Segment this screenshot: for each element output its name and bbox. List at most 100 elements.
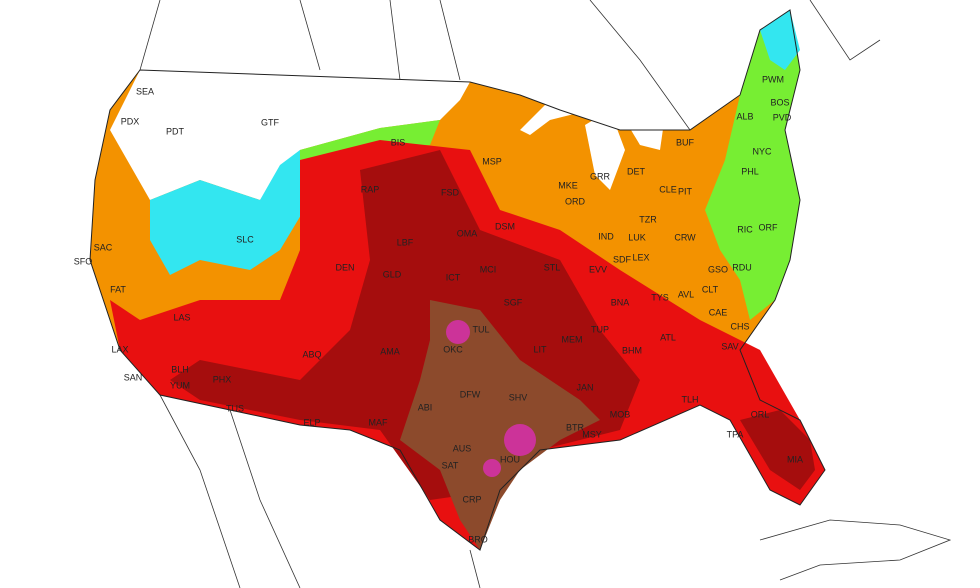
- station-label: LBF: [397, 237, 414, 247]
- station-label: CRW: [674, 232, 696, 242]
- station-label: CRP: [462, 494, 481, 504]
- station-label: PWM: [762, 74, 784, 84]
- station-label: PDT: [166, 126, 185, 136]
- station-label: ORL: [751, 409, 770, 419]
- station-label: SEA: [136, 86, 154, 96]
- station-label: ABI: [418, 402, 433, 412]
- station-label: LEX: [632, 252, 649, 262]
- station-label: LUK: [628, 232, 646, 242]
- station-label: PHL: [741, 166, 759, 176]
- station-label: MAF: [369, 417, 389, 427]
- station-label: TPA: [727, 429, 744, 439]
- station-label: MOB: [610, 409, 631, 419]
- station-label: GSO: [708, 264, 728, 274]
- region-brown: [400, 300, 600, 550]
- station-label: BHM: [622, 345, 642, 355]
- station-label: DET: [627, 166, 646, 176]
- station-label: TUL: [472, 324, 489, 334]
- station-label: PIT: [678, 186, 693, 196]
- station-label: TUP: [591, 324, 609, 334]
- region-green-west: [300, 120, 440, 200]
- station-label: TZR: [639, 214, 657, 224]
- station-label: SLC: [236, 234, 254, 244]
- region-dark-red-florida: [740, 410, 815, 490]
- station-labels: SEA PDX PDT GTF BIS MSP RAP FSD MKE GRR DET CLE PIT B…: [74, 74, 803, 544]
- station-label: TLH: [681, 394, 698, 404]
- region-magenta: [446, 320, 470, 344]
- station-label: SDF: [613, 254, 632, 264]
- station-label: SHV: [509, 392, 528, 402]
- station-label: PVD: [773, 112, 792, 122]
- station-label: AMA: [380, 346, 400, 356]
- station-label: BRO: [468, 534, 488, 544]
- station-label: ABQ: [302, 349, 321, 359]
- great-lakes: [520, 88, 600, 135]
- station-label: RDU: [732, 262, 752, 272]
- great-lakes: [585, 110, 625, 190]
- temperature-fields: [90, 10, 825, 550]
- station-label: SAC: [94, 242, 113, 252]
- region-magenta: [504, 424, 536, 456]
- outside-borders: [139, 0, 952, 588]
- station-label: CLE: [659, 184, 677, 194]
- region-green-east: [705, 10, 800, 320]
- station-label: SFO: [74, 256, 93, 266]
- station-label: ORD: [565, 196, 586, 206]
- station-label: CLT: [702, 284, 719, 294]
- station-label: LAX: [111, 344, 128, 354]
- station-label: IND: [598, 231, 614, 241]
- station-label: MKE: [558, 180, 578, 190]
- region-cyan-west: [150, 150, 310, 275]
- station-label: GLD: [383, 269, 402, 279]
- station-label: BOS: [770, 97, 789, 107]
- region-magenta: [483, 459, 501, 477]
- region-white: [110, 70, 470, 200]
- station-label: RAP: [361, 184, 380, 194]
- station-label: EVV: [589, 264, 607, 274]
- station-label: DFW: [460, 389, 481, 399]
- station-label: CHS: [730, 321, 749, 331]
- station-label: PDX: [121, 116, 140, 126]
- station-label: OKC: [443, 344, 463, 354]
- station-label: DEN: [335, 262, 354, 272]
- station-label: ORF: [759, 222, 779, 232]
- station-label: STL: [544, 262, 561, 272]
- station-label: BUF: [676, 137, 695, 147]
- station-label: DSM: [495, 221, 515, 231]
- station-label: TYS: [651, 292, 669, 302]
- station-label: BNA: [611, 297, 630, 307]
- station-label: BIS: [391, 137, 406, 147]
- station-label: FAT: [110, 284, 126, 294]
- us-outline: [89, 9, 826, 551]
- station-label: NYC: [752, 146, 772, 156]
- station-label: OMA: [457, 228, 478, 238]
- station-label: MEM: [562, 334, 583, 344]
- station-label: MIA: [787, 454, 803, 464]
- station-label: JAN: [576, 382, 593, 392]
- station-label: BLH: [171, 364, 189, 374]
- station-label: PHX: [213, 374, 232, 384]
- station-label: SAV: [721, 341, 738, 351]
- border-lines: [139, 0, 952, 588]
- station-label: SAN: [124, 372, 143, 382]
- station-label: SGF: [504, 297, 523, 307]
- region-cyan-east: [760, 10, 800, 70]
- station-label: LIT: [533, 344, 547, 354]
- station-label: HOU: [500, 454, 520, 464]
- station-label: CAE: [709, 307, 728, 317]
- station-label: LAS: [173, 312, 190, 322]
- station-label: BTR: [566, 422, 585, 432]
- station-label: SAT: [442, 460, 459, 470]
- station-label: TUS: [226, 403, 244, 413]
- station-label: AUS: [453, 443, 472, 453]
- station-label: RIC: [737, 224, 753, 234]
- station-label: GTF: [261, 117, 279, 127]
- station-label: FSD: [441, 187, 460, 197]
- station-label: YUM: [170, 380, 190, 390]
- station-label: ELP: [303, 417, 320, 427]
- great-lakes: [625, 115, 665, 150]
- station-label: ATL: [660, 332, 676, 342]
- station-label: MSY: [582, 429, 602, 439]
- station-label: MCI: [480, 264, 497, 274]
